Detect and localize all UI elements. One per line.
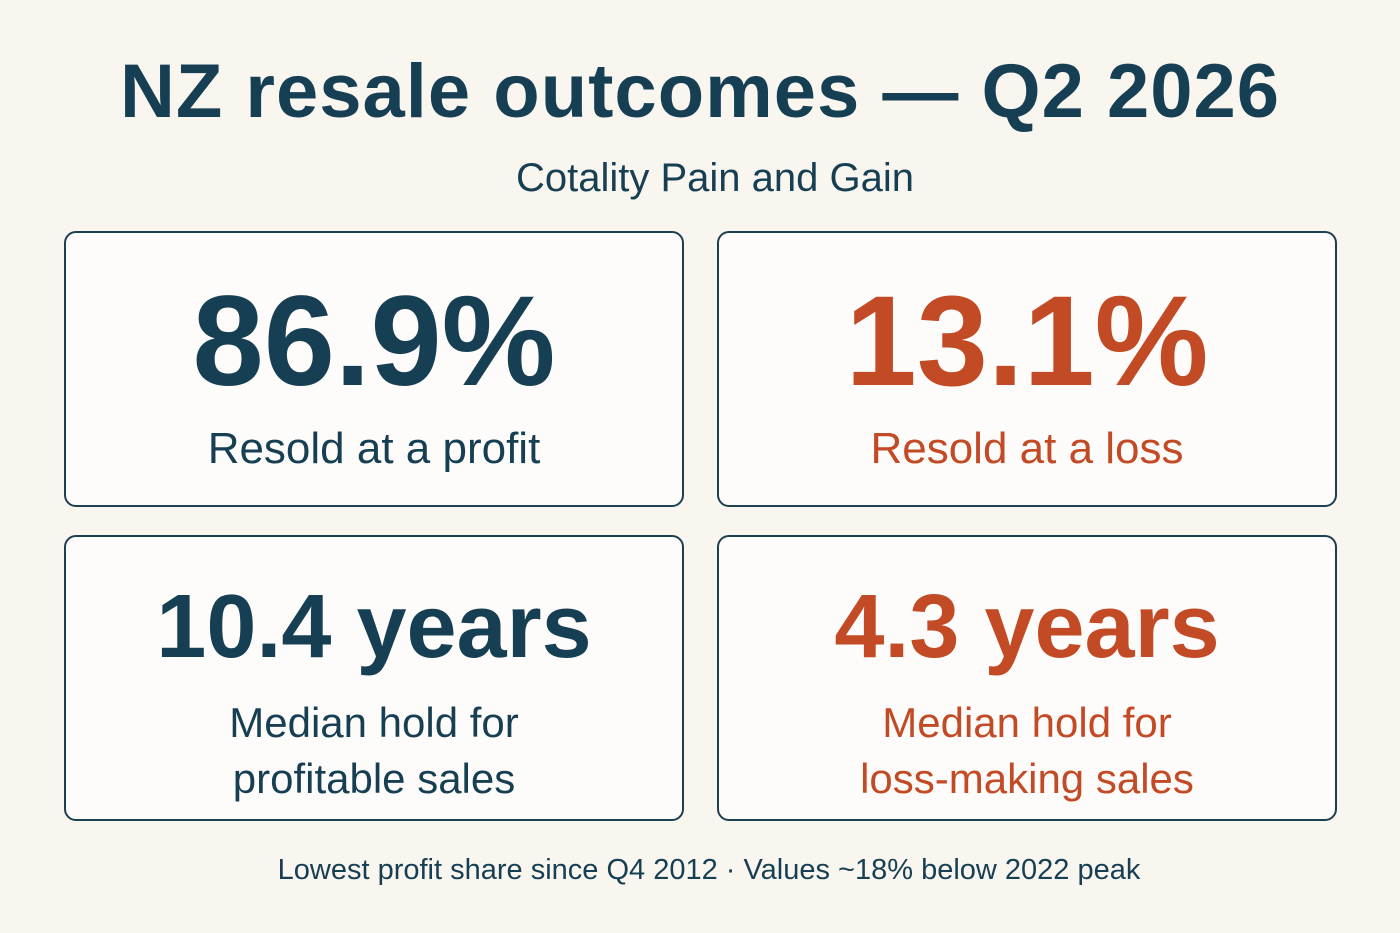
profit-hold-label: Median hold for profitable sales: [66, 695, 682, 807]
loss-hold-card: 4.3 years Median hold for loss-making sa…: [717, 535, 1337, 821]
profit-share-card: 86.9% Resold at a profit: [64, 231, 684, 507]
footer-note: Lowest profit share since Q4 2012 · Valu…: [277, 854, 1141, 886]
loss-share-value: 13.1%: [845, 270, 1209, 413]
profit-share-label: Resold at a profit: [207, 424, 541, 473]
profit-hold-value: 10.4 years: [156, 577, 592, 677]
profit-hold-label-line1: Median hold for: [229, 699, 519, 746]
loss-hold-label: Median hold for loss-making sales: [719, 695, 1335, 807]
page-title: NZ resale outcomes — Q2 2026: [119, 49, 1281, 134]
profit-hold-label-line2: profitable sales: [232, 755, 516, 802]
loss-hold-label-line2: loss-making sales: [860, 755, 1194, 802]
loss-share-label: Resold at a loss: [870, 424, 1184, 473]
loss-hold-value: 4.3 years: [834, 577, 1220, 677]
profit-share-value: 86.9%: [192, 270, 556, 413]
loss-hold-label-line1: Median hold for: [882, 699, 1172, 746]
page-subtitle: Cotality Pain and Gain: [515, 156, 914, 200]
loss-share-card: 13.1% Resold at a loss: [717, 231, 1337, 507]
profit-hold-card: 10.4 years Median hold for profitable sa…: [64, 535, 684, 821]
